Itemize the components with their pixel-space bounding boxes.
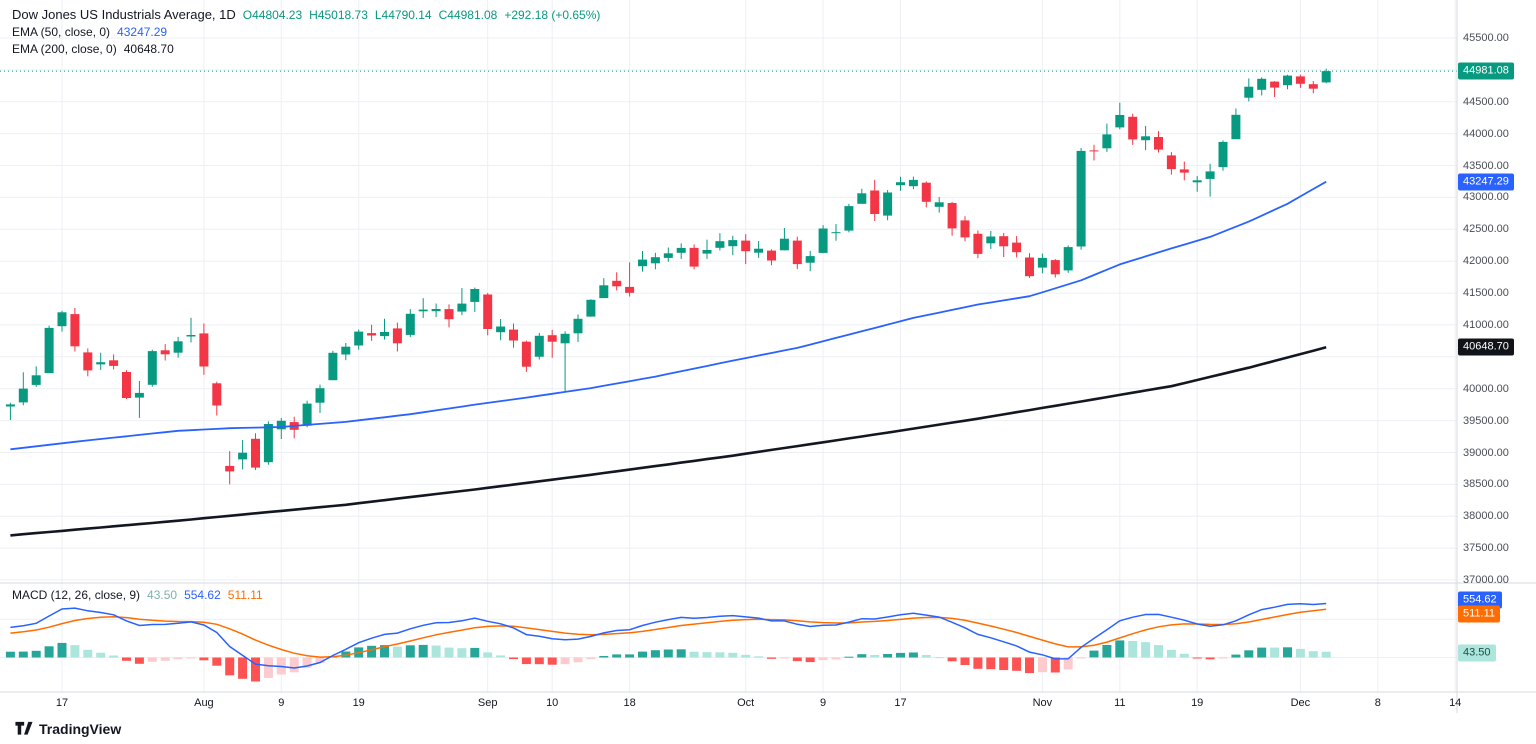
- ohlc-change: +292.18 (+0.65%): [504, 7, 601, 22]
- ema50-value: 43247.29: [117, 24, 168, 39]
- price-axis-tick: 40000.00: [1463, 382, 1509, 395]
- tradingview-logo-icon: [14, 719, 33, 738]
- ohlc-high: H45018.73: [309, 7, 368, 22]
- macd-signal-badge: 511.11: [1458, 605, 1501, 623]
- time-axis[interactable]: 17 Aug 9 19 Sep 10 18 Oct 9 17 Nov 11 19 Dec 8 14: [0, 692, 1536, 713]
- ema50-badge: 43247.29: [1458, 173, 1514, 191]
- macd-hist-badge: 43.50: [1458, 644, 1496, 662]
- price-axis-tick: 43500.00: [1463, 159, 1509, 172]
- price-axis-tick: 42500.00: [1463, 223, 1509, 236]
- time-axis-tick: 18: [623, 697, 636, 709]
- macd-line-value: 554.62: [184, 587, 221, 602]
- time-axis-tick: Dec: [1290, 697, 1311, 709]
- ema200-value: 40648.70: [123, 41, 174, 56]
- legend-ema200-row[interactable]: EMA (200, close, 0) 40648.70: [12, 40, 600, 57]
- legend-ema50-row[interactable]: EMA (50, close, 0) 43247.29: [12, 23, 600, 40]
- time-axis-tick: 17: [55, 697, 69, 709]
- time-axis-tick: 19: [352, 697, 365, 709]
- price-axis-tick: 39500.00: [1463, 414, 1509, 427]
- time-axis-tick: 11: [1114, 697, 1126, 709]
- legend-symbol-row[interactable]: Dow Jones US Industrials Average, 1D O44…: [12, 6, 600, 23]
- price-axis-tick: 42000.00: [1463, 255, 1509, 268]
- main-legend: Dow Jones US Industrials Average, 1D O44…: [12, 6, 600, 57]
- price-axis-tick: 37000.00: [1463, 574, 1509, 586]
- macd-label: MACD (12, 26, close, 9): [12, 587, 141, 602]
- time-axis-tick: 19: [1191, 697, 1204, 709]
- price-axis-tick: 38500.00: [1463, 478, 1509, 491]
- tradingview-brand-text: TradingView: [39, 720, 122, 737]
- ema50-label: EMA (50, close, 0): [12, 24, 111, 39]
- ema200-badge: 40648.70: [1458, 338, 1514, 356]
- macd-legend: MACD (12, 26, close, 9) 43.50 554.62 511…: [12, 586, 263, 603]
- tradingview-logo[interactable]: TradingView: [14, 719, 121, 738]
- price-axis-tick: 44000.00: [1463, 127, 1509, 140]
- time-axis-tick: Sep: [477, 697, 498, 709]
- price-axis-tick: 45500.00: [1463, 32, 1509, 44]
- ohlc-close: C44981.08: [438, 7, 498, 22]
- time-axis-tick: 14: [1449, 697, 1462, 709]
- price-axis-tick: 37500.00: [1463, 542, 1509, 555]
- price-axis-tick: 41000.00: [1463, 318, 1509, 331]
- price-axis-tick: 41500.00: [1463, 287, 1509, 300]
- macd-signal-value: 511.11: [227, 587, 263, 602]
- ohlc-open: O44804.23: [242, 7, 303, 22]
- price-axis-tick: 38000.00: [1463, 510, 1509, 523]
- time-axis-tick: Aug: [194, 697, 214, 709]
- ema200-label: EMA (200, close, 0): [12, 41, 117, 56]
- time-axis-tick: Nov: [1032, 697, 1053, 709]
- time-axis-tick: 8: [1374, 697, 1381, 709]
- last-price-badge: 44981.08: [1458, 62, 1514, 80]
- time-axis-tick: 9: [820, 697, 827, 709]
- time-axis-tick: Oct: [737, 697, 755, 709]
- time-axis-tick: 9: [278, 697, 285, 709]
- price-axis-tick: 39000.00: [1463, 446, 1509, 459]
- macd-hist-value: 43.50: [147, 587, 178, 602]
- symbol-title: Dow Jones US Industrials Average, 1D: [12, 7, 236, 22]
- price-axis-tick: 43000.00: [1463, 191, 1509, 204]
- time-axis-tick: 10: [546, 697, 559, 709]
- legend-macd-row[interactable]: MACD (12, 26, close, 9) 43.50 554.62 511…: [12, 586, 263, 603]
- time-axis-tick: 17: [894, 697, 907, 709]
- macd-line-badge: 554.62: [1458, 591, 1502, 609]
- price-axis[interactable]: 45500.00 44500.00 44000.00 43500.00 43000.00…: [1457, 0, 1536, 713]
- ohlc-low: L44790.14: [374, 7, 432, 22]
- price-axis-tick: 44500.00: [1463, 95, 1509, 108]
